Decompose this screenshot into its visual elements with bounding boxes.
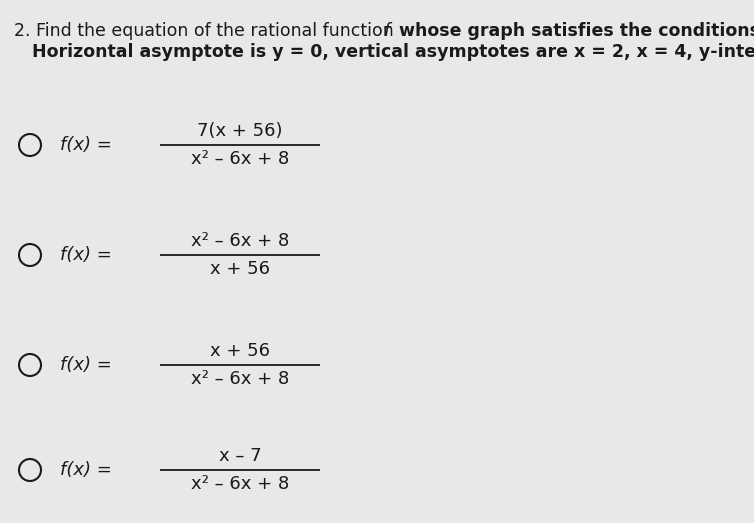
Text: f(x) =: f(x) = bbox=[60, 461, 112, 479]
Text: x + 56: x + 56 bbox=[210, 260, 270, 278]
Text: x – 7: x – 7 bbox=[219, 447, 262, 465]
Text: 2. Find the equation of the rational function: 2. Find the equation of the rational fun… bbox=[14, 22, 400, 40]
Text: Horizontal asymptote is y = 0, vertical asymptotes are x = 2, x = 4, y-intercept: Horizontal asymptote is y = 0, vertical … bbox=[32, 43, 754, 61]
Text: f(x) =: f(x) = bbox=[60, 356, 112, 374]
Text: x² – 6x + 8: x² – 6x + 8 bbox=[191, 475, 289, 493]
Text: whose graph satisfies the conditions:: whose graph satisfies the conditions: bbox=[393, 22, 754, 40]
Text: f: f bbox=[384, 22, 390, 40]
Text: f(x) =: f(x) = bbox=[60, 136, 112, 154]
Text: x + 56: x + 56 bbox=[210, 342, 270, 360]
Text: f(x) =: f(x) = bbox=[60, 246, 112, 264]
Text: x² – 6x + 8: x² – 6x + 8 bbox=[191, 150, 289, 168]
Text: x² – 6x + 8: x² – 6x + 8 bbox=[191, 232, 289, 250]
Text: x² – 6x + 8: x² – 6x + 8 bbox=[191, 370, 289, 388]
Text: 7(x + 56): 7(x + 56) bbox=[198, 122, 283, 140]
